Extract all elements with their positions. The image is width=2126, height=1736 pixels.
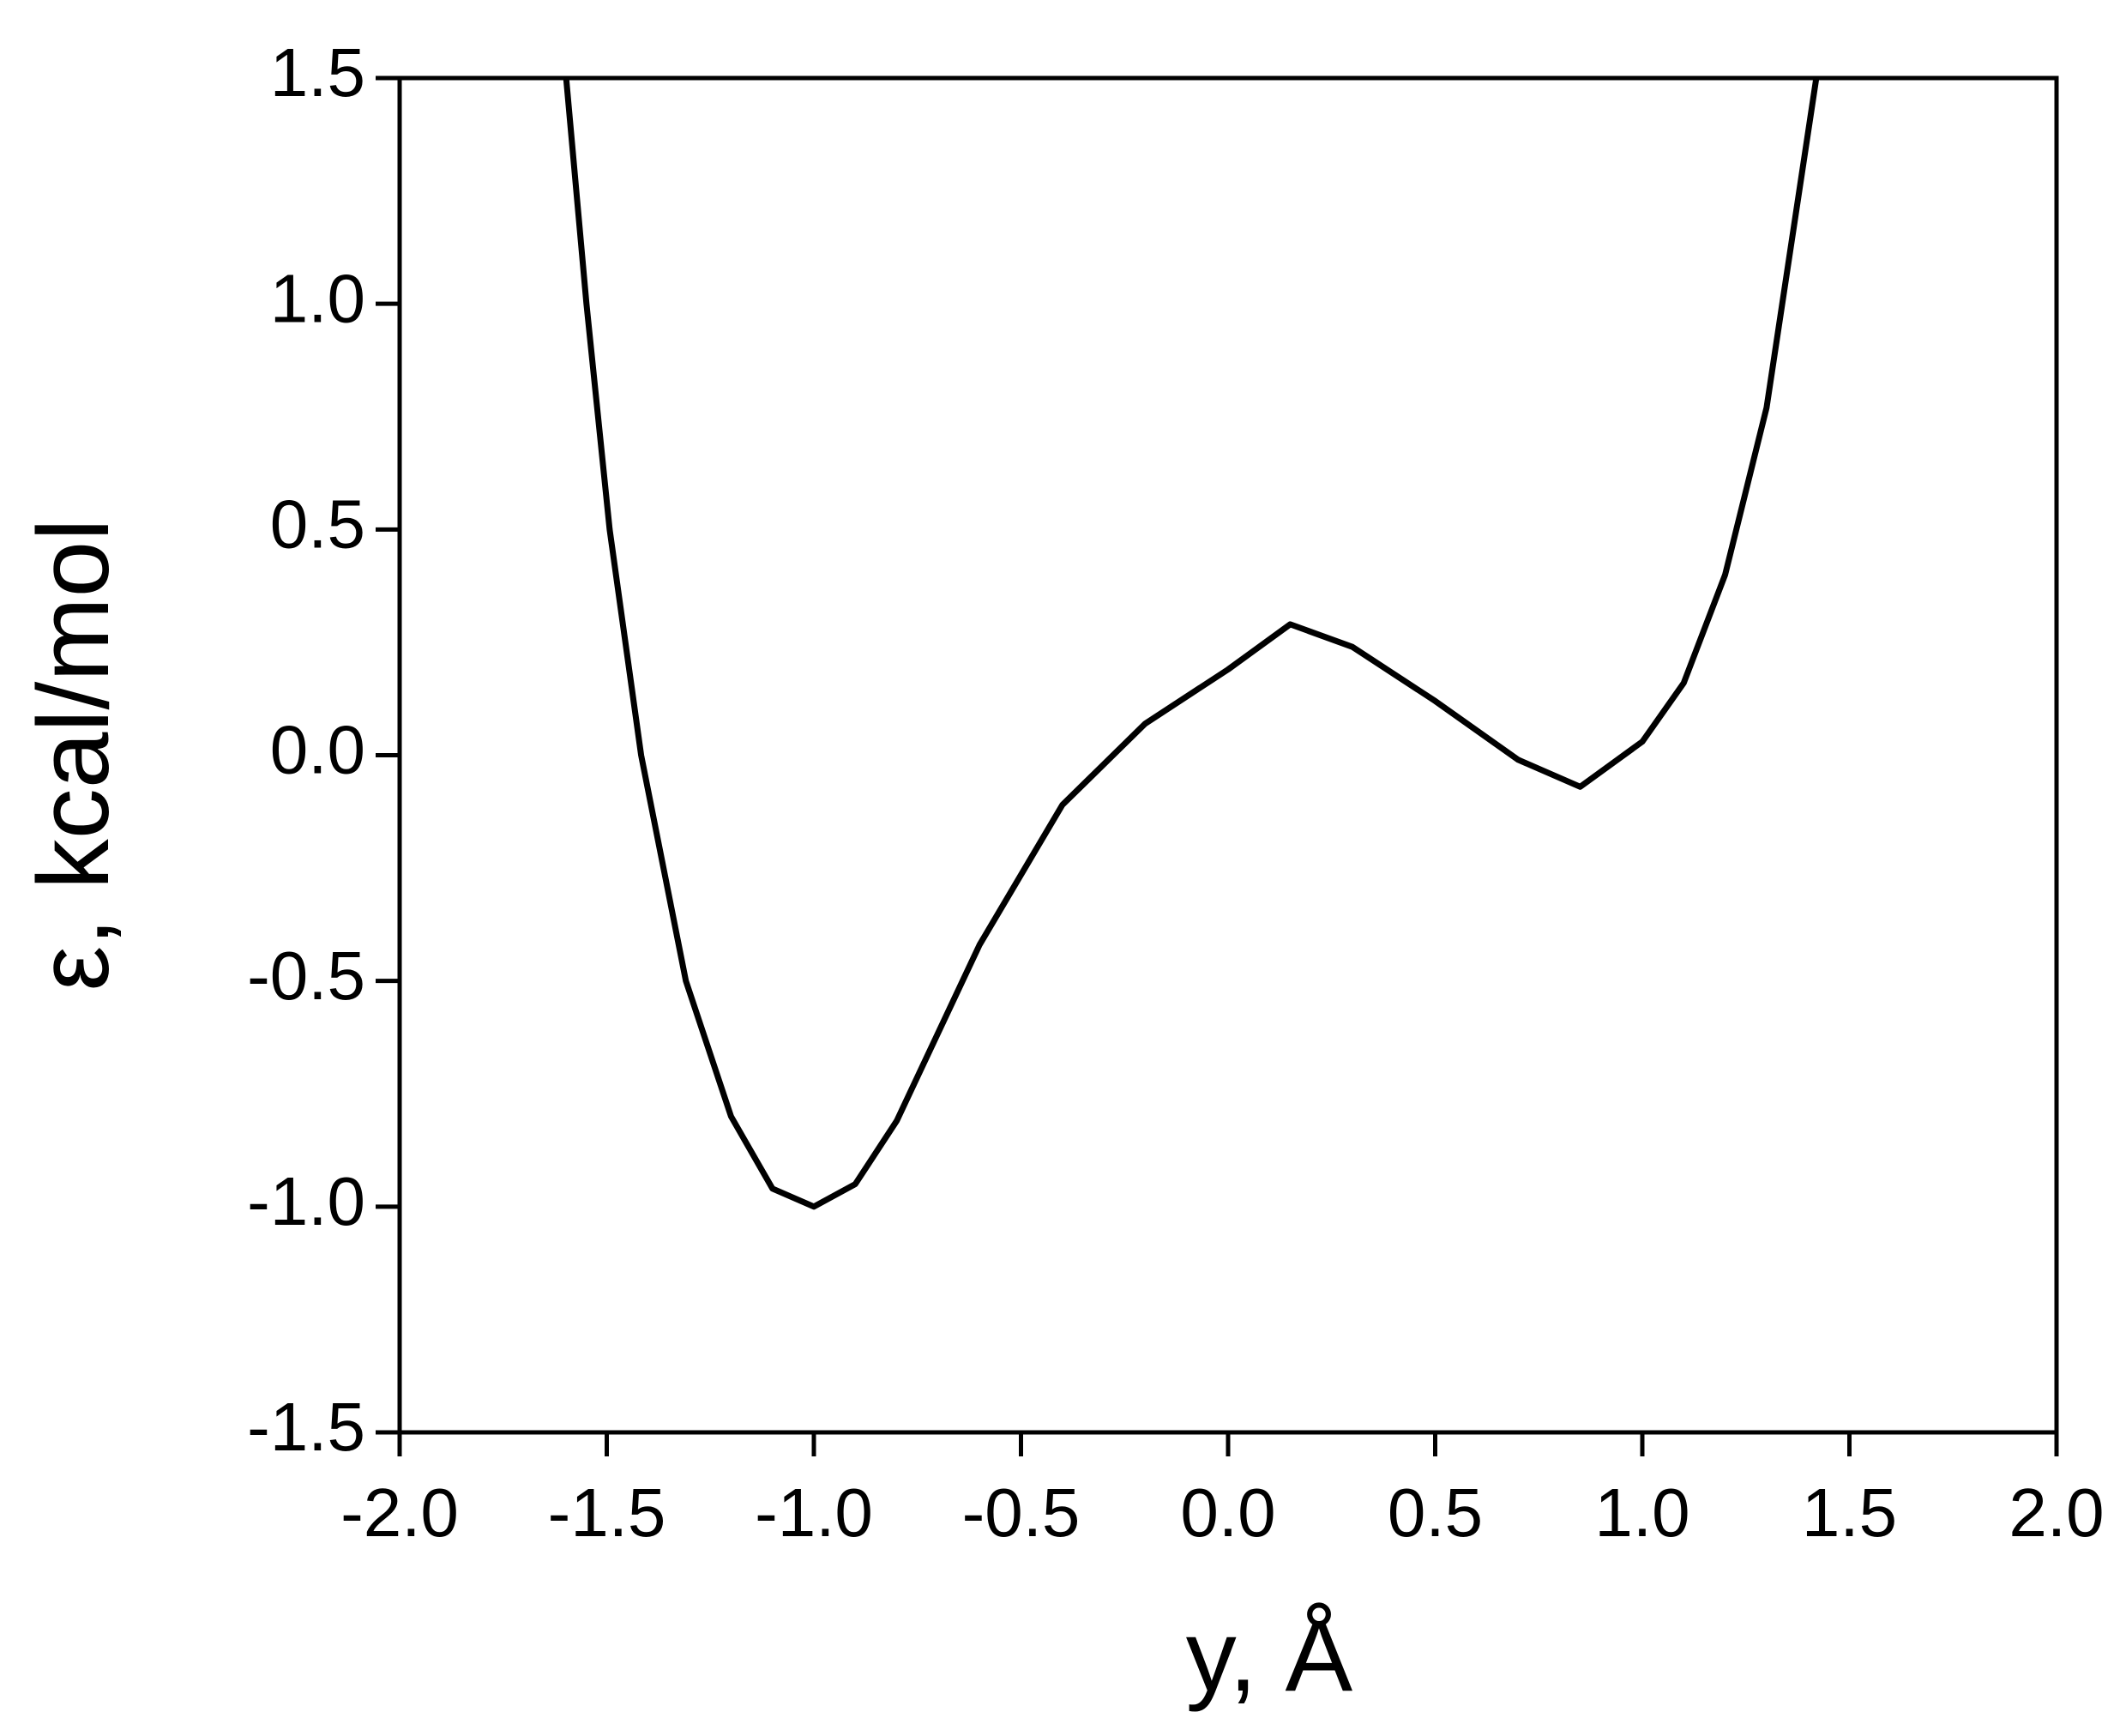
y-tick-label: -1.0: [247, 1163, 365, 1239]
curve: [563, 78, 1820, 1210]
y-tick-label: 0.5: [270, 485, 365, 562]
y-tick-label: 1.0: [270, 260, 365, 336]
x-axis-title: y, Å: [1186, 1600, 1353, 1713]
y-tick-label: 0.0: [270, 712, 365, 788]
x-tick-label: 0.5: [1388, 1474, 1483, 1551]
x-tick-label: 1.5: [1802, 1474, 1897, 1551]
y-tick-label: 1.5: [270, 34, 365, 111]
x-tick-label: 0.0: [1180, 1474, 1275, 1551]
y-tick-label: -0.5: [247, 937, 365, 1014]
x-tick-label: -1.5: [548, 1474, 666, 1551]
x-tick-label: 2.0: [2009, 1474, 2104, 1551]
plot-frame: [397, 75, 2059, 1435]
x-tick-label: -1.0: [755, 1474, 873, 1551]
y-axis-title: ε, kcal/mol: [17, 519, 130, 992]
x-tick-label: -2.0: [340, 1474, 459, 1551]
x-tick-label: 1.0: [1594, 1474, 1689, 1551]
y-tick-label: -1.5: [247, 1389, 365, 1465]
x-tick-label: -0.5: [962, 1474, 1081, 1551]
